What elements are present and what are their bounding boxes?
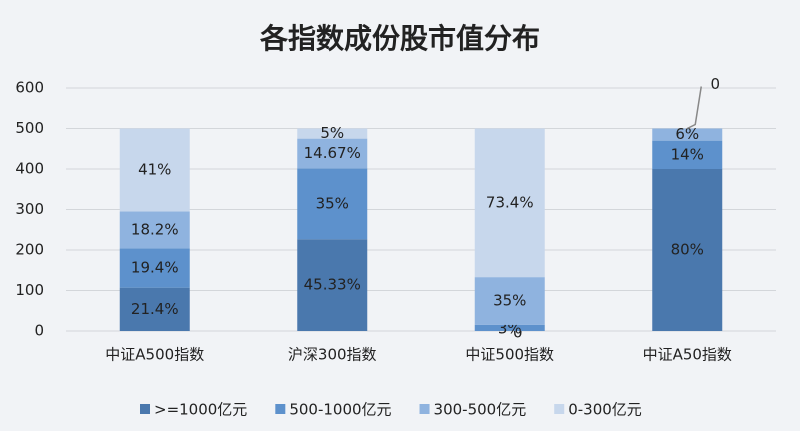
data-label: 41% bbox=[138, 161, 171, 179]
data-label: 18.2% bbox=[131, 220, 179, 238]
data-label: 5% bbox=[320, 124, 344, 142]
bar-segment bbox=[297, 128, 368, 139]
bar-segment bbox=[474, 324, 545, 331]
data-label: 14.67% bbox=[304, 144, 361, 162]
legend-label: 0-300亿元 bbox=[568, 401, 642, 419]
data-label: 35% bbox=[493, 292, 526, 310]
legend-label: 500-1000亿元 bbox=[289, 401, 391, 419]
data-label: 19.4% bbox=[131, 259, 179, 277]
y-tick-label: 200 bbox=[15, 241, 44, 259]
legend-label: 300-500亿元 bbox=[434, 401, 527, 419]
bar-segment bbox=[119, 128, 190, 212]
data-label: 45.33% bbox=[304, 276, 361, 294]
chart-title: 各指数成份股市值分布 bbox=[259, 22, 540, 55]
legend-swatch bbox=[140, 404, 150, 414]
data-label: 14% bbox=[671, 145, 704, 163]
y-tick-label: 100 bbox=[15, 281, 44, 299]
bar-segment bbox=[652, 140, 723, 169]
data-label: 0 bbox=[710, 75, 720, 93]
y-tick-label: 400 bbox=[15, 160, 44, 178]
legend-label: >=1000亿元 bbox=[154, 401, 247, 419]
data-label: 21.4% bbox=[131, 300, 179, 318]
y-tick-label: 600 bbox=[15, 79, 44, 97]
y-tick-label: 300 bbox=[15, 200, 44, 218]
x-tick-label: 中证A50指数 bbox=[643, 346, 732, 364]
leader-line bbox=[686, 86, 702, 130]
bar-segment bbox=[297, 239, 368, 331]
bar-segment bbox=[652, 128, 723, 141]
data-label: 6% bbox=[675, 125, 699, 143]
data-label: 80% bbox=[671, 241, 704, 259]
y-tick-label: 500 bbox=[15, 119, 44, 137]
bar-segment bbox=[474, 128, 545, 278]
bar-segment bbox=[119, 287, 190, 331]
legend-swatch bbox=[554, 404, 565, 414]
data-label: 73.4% bbox=[486, 193, 534, 211]
y-tick-label: 0 bbox=[34, 322, 44, 340]
data-label: 0 bbox=[513, 324, 523, 342]
x-tick-label: 中证500指数 bbox=[465, 346, 554, 364]
bar-segment bbox=[297, 168, 368, 240]
bar-segment bbox=[474, 277, 545, 325]
x-tick-label: 中证A500指数 bbox=[105, 346, 204, 364]
legend-swatch bbox=[275, 404, 286, 414]
bar-segment bbox=[652, 169, 723, 331]
bar-segment bbox=[119, 211, 190, 249]
legend-swatch bbox=[419, 404, 430, 414]
bar-segment bbox=[119, 248, 190, 288]
x-tick-label: 沪深300指数 bbox=[288, 346, 377, 364]
bar-segment bbox=[297, 138, 368, 169]
data-label: 35% bbox=[316, 194, 349, 212]
